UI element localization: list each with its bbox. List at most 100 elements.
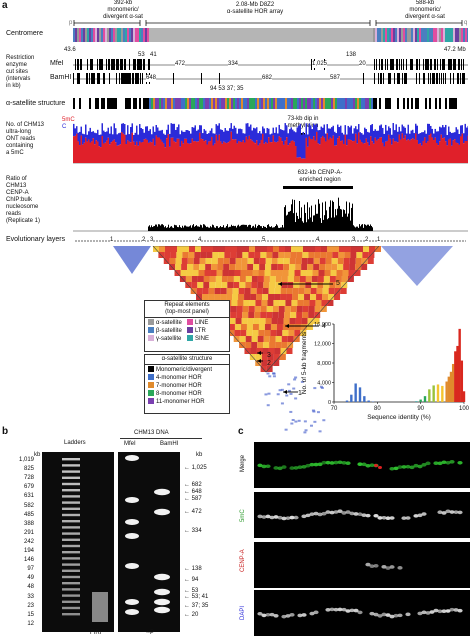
middle-region-label: 2.08-Mb D8Z2 α-satellite HOR array <box>200 2 310 16</box>
legend-item-label: LTR <box>195 328 206 334</box>
histogram-bar <box>463 391 465 402</box>
micro-image <box>254 442 470 488</box>
repeat-legend-title: Repeat elements (top-most panel) <box>145 301 229 318</box>
legend-swatch <box>148 366 154 372</box>
mfei-band <box>125 609 139 615</box>
fiber-signal <box>357 611 362 615</box>
ladder-size-label: 1,019 <box>4 457 34 464</box>
fiber-signal <box>273 614 278 618</box>
repeat-legend-item: β-satellite <box>148 327 187 335</box>
micro-image <box>254 492 470 538</box>
legend-swatch <box>148 335 154 341</box>
centromere-label: Centromere <box>6 30 43 38</box>
fiber-signal <box>425 462 430 466</box>
blot-band-label: ← 682 <box>184 482 202 489</box>
x-tick-label: 70 <box>331 406 338 412</box>
fiber-signal <box>449 460 454 464</box>
histogram-bar <box>458 329 460 402</box>
y-tick-label: 12,000 <box>314 342 331 348</box>
histogram-xlabel: Sequence identity (%) <box>367 414 431 421</box>
ladder-band <box>62 514 80 516</box>
dna-label-underline <box>120 438 202 439</box>
ladder-size-label: 97 <box>4 566 34 573</box>
legend-swatch <box>148 398 154 404</box>
mfei-interval-7: 20 <box>359 61 366 68</box>
legend-item-label: 11-monomer HOR <box>156 399 205 405</box>
lane-bottom-right: ³²P <box>146 630 154 637</box>
ladders-label: Ladders <box>64 440 86 447</box>
fiber-signal <box>457 461 462 465</box>
fiber-signal <box>421 512 426 516</box>
micro-image <box>254 542 470 588</box>
legend-item-label: γ-satellite <box>156 336 181 342</box>
bamhi-band <box>154 509 170 515</box>
legend-item-label: β-satellite <box>156 328 182 334</box>
histogram-bar <box>450 372 452 402</box>
cenpa-region-bracket <box>283 186 353 189</box>
ladder-size-label: 582 <box>4 503 34 510</box>
fiber-signal <box>397 614 402 618</box>
histogram-bar <box>461 361 463 402</box>
histogram-bar <box>437 384 439 402</box>
kb-label-left: kb <box>34 452 40 459</box>
layer-num-9: 1 <box>377 237 380 244</box>
bamhi-interval-6: 37 <box>227 86 234 92</box>
arrow-label-5: 5 <box>336 280 340 288</box>
fiber-signal <box>405 613 410 617</box>
legend-swatch <box>148 390 154 396</box>
lane-bottom-left: FfRr <box>90 630 102 637</box>
histogram-bar <box>448 377 450 402</box>
blot-band-label: ← 334 <box>184 528 202 535</box>
layer-num-6: 4 <box>316 237 319 244</box>
histogram-bar <box>350 395 352 402</box>
histogram-bar <box>419 400 421 402</box>
alpha-sat-structure-track <box>73 97 468 109</box>
layer-num-3: 3 <box>150 237 153 244</box>
ladder-band <box>62 594 80 596</box>
bamhi-interval-7: 35 <box>237 86 244 92</box>
micro-row-label: 5mC <box>240 509 247 522</box>
micro-row-label: DAPI <box>240 606 247 620</box>
legend-item-label: α-satellite <box>156 320 182 326</box>
mfei-lane-label: MfeI <box>124 441 136 448</box>
blot-band-label: ← 587 <box>184 496 202 503</box>
blot-band-label: ← 472 <box>184 509 202 516</box>
mfei-track-label: MfeI <box>50 60 64 68</box>
legend-swatch <box>187 335 193 341</box>
kb-label-right: kb <box>196 452 202 459</box>
fiber-signal <box>373 564 378 568</box>
ladder-size-label: 242 <box>4 539 34 546</box>
mfei-band <box>125 563 139 569</box>
mfei-band <box>125 533 139 539</box>
mfei-interval-1: 53 <box>138 52 145 59</box>
ladder-size-label: 631 <box>4 493 34 500</box>
layer-num-4: 4 <box>198 237 201 244</box>
scale-bar <box>434 632 444 634</box>
histogram-bar <box>441 386 443 402</box>
cenpa-title: Ratio of CHM13 CENP-A ChIP:bulk nucleoso… <box>6 176 66 225</box>
ladder-band <box>62 539 80 541</box>
ladder-size-label: 146 <box>4 557 34 564</box>
restriction-title: Restriction enzyme cut sites (intervals … <box>6 55 52 90</box>
mfei-band <box>125 497 139 503</box>
bamhi-band <box>154 589 170 595</box>
ladder-band <box>62 557 80 559</box>
ladder-band <box>62 470 80 472</box>
structure-legend-item: 11-monomer HOR <box>148 398 226 406</box>
bamhi-band <box>154 574 170 580</box>
histogram-bar <box>432 385 434 402</box>
layer-num-1: 1 <box>110 237 113 244</box>
layer-num-5: 5 <box>262 237 265 244</box>
repeat-legend-item: γ-satellite <box>148 335 187 343</box>
y-tick-label: 4,000 <box>317 381 331 387</box>
ladder-band <box>62 508 80 510</box>
legend-item-label: 8-monomer HOR <box>156 391 202 397</box>
cenpa-signal <box>374 464 378 467</box>
alpha-sat-structure-label: α-satellite structure <box>6 100 65 108</box>
ladder-band <box>62 483 80 485</box>
ladder-band <box>62 588 80 590</box>
legend-swatch <box>148 374 154 380</box>
fiber-signal <box>301 613 306 617</box>
ladder-size-label: 485 <box>4 512 34 519</box>
ladder-band <box>62 601 80 603</box>
